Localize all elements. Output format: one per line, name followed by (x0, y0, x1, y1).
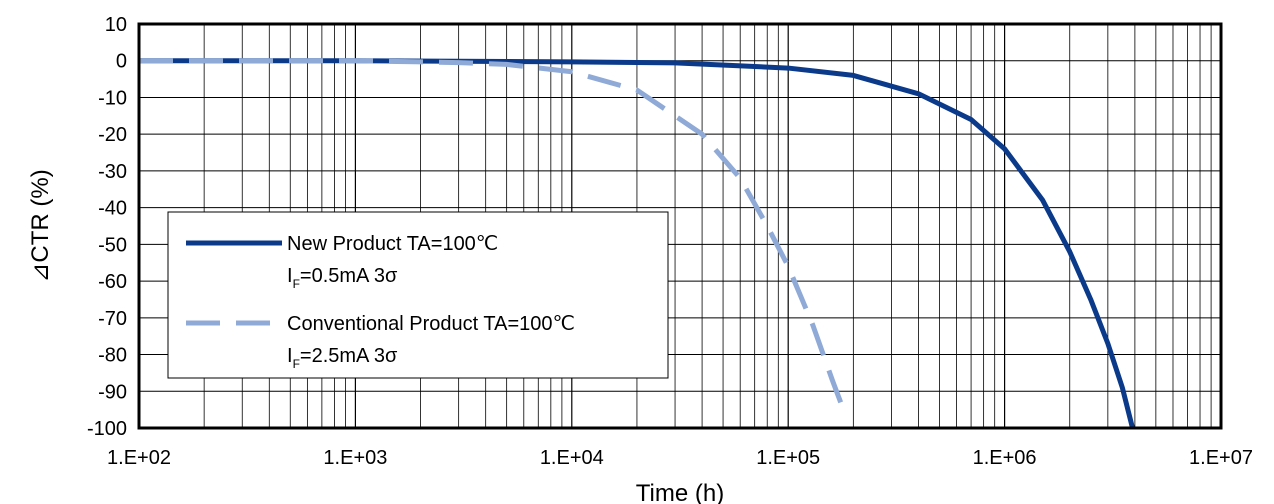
x-tick-labels: 1.E+02 1.E+03 1.E+04 1.E+05 1.E+06 1.E+07 (107, 447, 1253, 469)
y-tick-label: -20 (98, 124, 127, 146)
x-tick-label: 1.E+05 (756, 447, 820, 469)
y-tick-label: -80 (98, 345, 127, 367)
series-line-conventional-product (139, 58, 846, 411)
y-tick-label: -30 (98, 161, 127, 183)
y-tick-label: 0 (116, 51, 127, 73)
legend: New Product TA=100℃ IF=0.5mA 3σ Conventi… (167, 211, 669, 379)
legend-box (167, 211, 669, 379)
legend-sublabel-new-product: IF=0.5mA 3σ (287, 265, 398, 291)
plot-frame (137, 22, 1223, 430)
y-tick-label: -40 (98, 198, 127, 220)
x-axis-label: Time (h) (636, 480, 724, 504)
legend-label-conventional-product: Conventional Product TA=100℃ (287, 313, 575, 335)
x-tick-label: 1.E+04 (540, 447, 604, 469)
x-tick-label: 1.E+06 (973, 447, 1037, 469)
x-tick-label: 1.E+02 (107, 447, 171, 469)
y-tick-label: -70 (98, 308, 127, 330)
y-tick-label: 10 (105, 14, 127, 36)
y-axis-label: ⊿CTR (%) (27, 169, 54, 282)
series-line-new-product (139, 58, 1135, 429)
y-tick-label: -10 (98, 87, 127, 109)
legend-sublabel-conventional-product: IF=2.5mA 3σ (287, 345, 398, 371)
series-lines (139, 58, 1135, 429)
x-tick-label: 1.E+03 (323, 447, 387, 469)
y-tick-label: -90 (98, 381, 127, 403)
y-tick-label: -100 (87, 418, 127, 440)
x-tick-label: 1.E+07 (1189, 447, 1253, 469)
y-tick-label: -60 (98, 271, 127, 293)
y-tick-labels: 10 0 -10 -20 -30 -40 -50 -60 -70 -80 -90 -100 (87, 14, 127, 440)
legend-label-new-product: New Product TA=100℃ (287, 233, 498, 255)
y-tick-label: -50 (98, 234, 127, 256)
